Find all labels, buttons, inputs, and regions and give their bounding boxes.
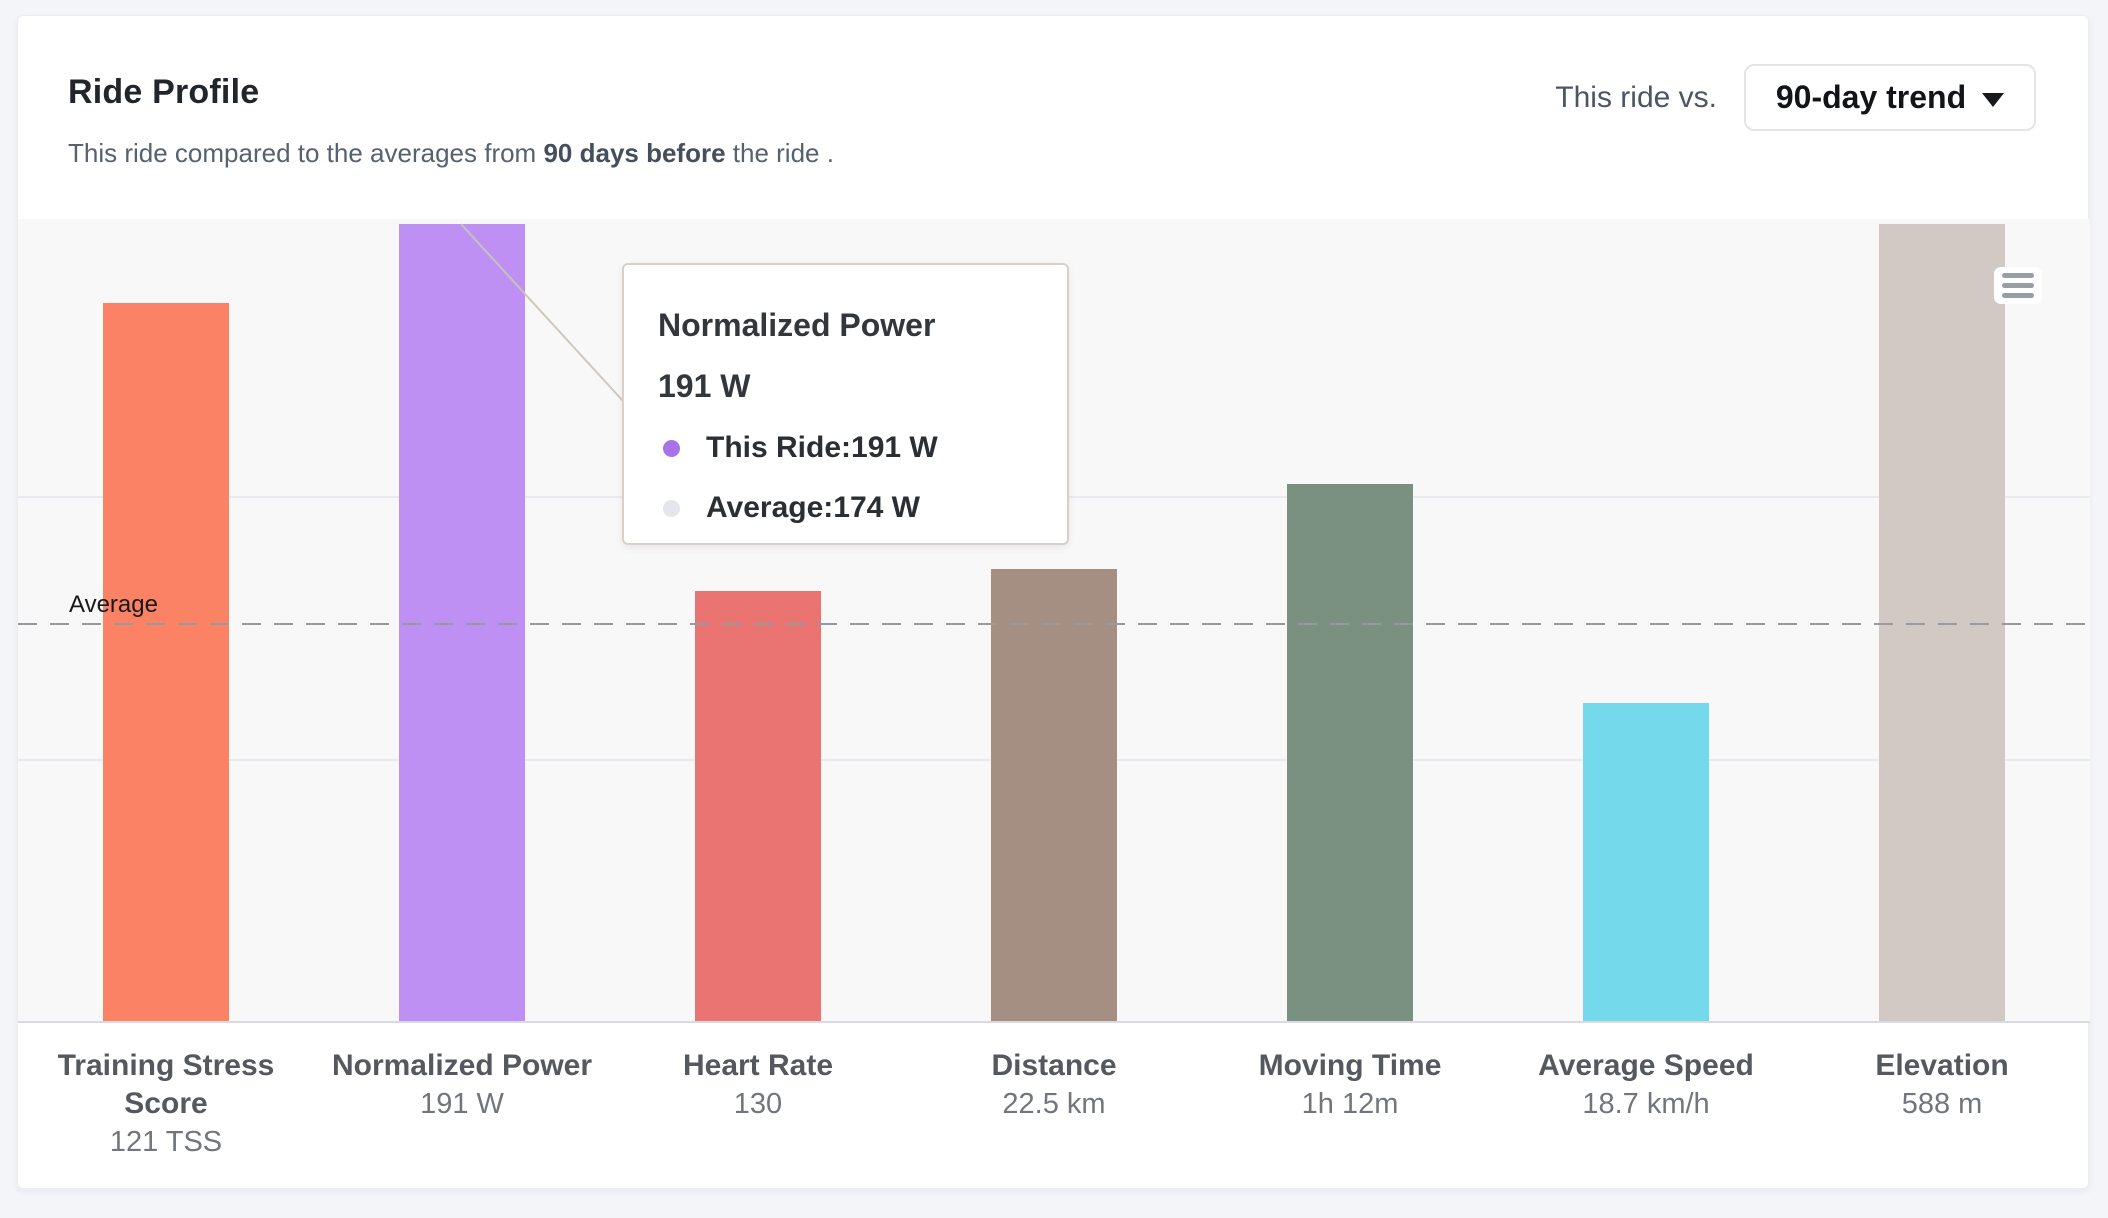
tooltip-row-this-ride: This Ride:191 W	[658, 431, 1037, 465]
subtitle-prefix: This ride compared to the averages from	[68, 138, 544, 168]
x-axis-labels: Training Stress Score 121 TSS Normalized…	[18, 1023, 2090, 1190]
bar-average-speed[interactable]	[1583, 703, 1709, 1021]
x-label-moving-time: Moving Time 1h 12m	[1258, 1049, 1442, 1120]
trend-dropdown[interactable]: 90-day trend	[1744, 64, 2036, 131]
average-line-label: Average	[69, 591, 158, 618]
tooltip-connector-line	[460, 223, 624, 402]
x-label-elevation: Elevation 588 m	[1875, 1049, 2009, 1120]
tooltip-row-average: Average:174 W	[658, 491, 1037, 525]
x-label-normalized-power: Normalized Power 191 W	[331, 1049, 593, 1120]
chart-plot-area: Average Normalized Power 191 W This Ride…	[18, 219, 2090, 1021]
tooltip-row-text: Average:174 W	[706, 491, 920, 524]
average-line	[18, 623, 2090, 625]
chart-subtitle: This ride compared to the averages from …	[68, 138, 834, 169]
bar-heart-rate[interactable]	[695, 591, 821, 1021]
tooltip: Normalized Power 191 W This Ride:191 W A…	[622, 263, 1069, 545]
tooltip-title: Normalized Power	[658, 307, 936, 343]
bar-distance[interactable]	[991, 569, 1117, 1021]
tooltip-value: 191 W	[658, 368, 751, 404]
tooltip-row-text: This Ride:191 W	[706, 431, 938, 464]
x-label-heart-rate: Heart Rate 130	[682, 1049, 834, 1120]
bar-training-stress-score[interactable]	[103, 303, 229, 1021]
bar-moving-time[interactable]	[1287, 484, 1413, 1021]
bar-normalized-power[interactable]	[399, 224, 525, 1021]
bar-elevation[interactable]	[1879, 224, 2005, 1021]
x-label-distance: Distance 22.5 km	[991, 1049, 1117, 1120]
caret-down-icon	[1982, 92, 2005, 107]
trend-dropdown-value: 90-day trend	[1775, 79, 1967, 115]
chart-menu-button[interactable]	[1994, 267, 2042, 304]
x-label-average-speed: Average Speed 18.7 km/h	[1538, 1049, 1754, 1120]
page-title: Ride Profile	[68, 73, 260, 111]
x-axis-line	[18, 1021, 2090, 1023]
x-label-training-stress-score: Training Stress Score 121 TSS	[57, 1049, 275, 1158]
card-header: Ride Profile This ride compared to the a…	[18, 16, 2088, 219]
compare-label: This ride vs.	[1555, 80, 1717, 114]
subtitle-suffix: the ride .	[725, 138, 834, 168]
this-ride-dot-icon	[663, 439, 680, 457]
ride-profile-card: Ride Profile This ride compared to the a…	[17, 15, 2090, 1190]
subtitle-bold: 90 days before	[543, 138, 726, 168]
average-dot-icon	[663, 499, 680, 517]
compare-controls: This ride vs. 90-day trend	[1555, 64, 2036, 131]
